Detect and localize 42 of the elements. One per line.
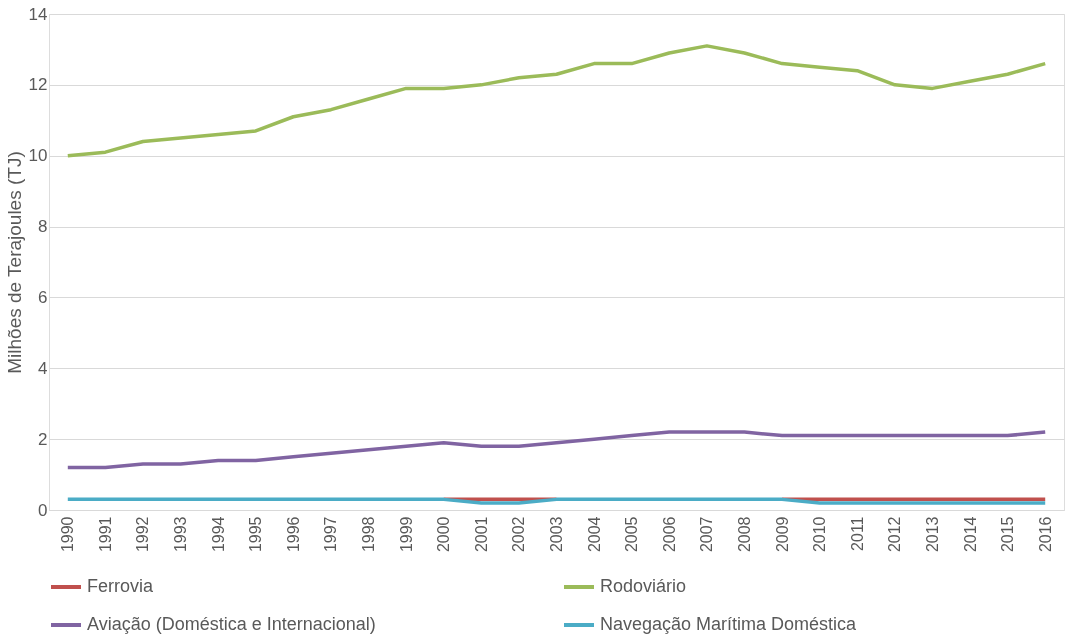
legend-label: Rodoviário [600, 576, 687, 596]
x-tick-label: 2000 [435, 516, 453, 553]
line-series [66, 44, 1047, 158]
legend-label: Ferrovia [87, 576, 154, 596]
y-tick-label: 12 [28, 75, 48, 95]
x-tick-label: 2006 [660, 516, 678, 553]
x-tick-label: 2009 [773, 516, 791, 553]
x-tick-label: 2010 [811, 516, 829, 553]
x-tick-label: 1998 [360, 516, 378, 553]
x-tick-label: 1990 [59, 516, 77, 553]
legend-label: Navegação Marítima Doméstica [600, 614, 858, 634]
x-tick-label: 1994 [209, 516, 227, 553]
x-tick-label: 1999 [397, 516, 415, 553]
y-tick-label: 0 [38, 500, 48, 520]
x-tick-label: 2002 [510, 516, 528, 553]
x-tick-label: 2013 [923, 516, 941, 553]
x-tick-label: 2001 [472, 516, 490, 553]
line-series [66, 430, 1047, 470]
x-tick-label: 2005 [623, 516, 641, 553]
x-tick-label: 2003 [548, 516, 565, 553]
x-tick-label: 1996 [284, 516, 302, 553]
x-tick-label: 2011 [848, 516, 866, 551]
x-tick-label: 1997 [322, 516, 340, 553]
x-tick-label: 2015 [999, 516, 1017, 553]
x-tick-label: 1991 [96, 516, 114, 553]
y-axis-title: Milhões de Terajoules (TJ) [3, 151, 25, 374]
x-tick-label: 2004 [585, 516, 603, 553]
x-tick-label: 2012 [886, 516, 904, 553]
y-tick-label: 14 [28, 4, 48, 24]
x-tick-label: 1995 [247, 516, 265, 553]
x-tick-label: 1993 [172, 516, 190, 553]
y-tick-label: 2 [38, 429, 48, 449]
x-tick-label: 2007 [698, 516, 716, 553]
x-tick-label: 2008 [735, 516, 753, 553]
y-tick-label: 8 [38, 217, 48, 237]
y-tick-label: 10 [28, 146, 48, 166]
y-tick-label: 4 [38, 358, 48, 378]
y-tick-label: 6 [38, 287, 48, 307]
x-tick-label: 2014 [961, 516, 979, 553]
legend-label: Aviação (Doméstica e Internacional) [87, 614, 376, 634]
x-tick-label: 1992 [134, 516, 152, 553]
x-tick-label: 2016 [1036, 516, 1054, 553]
